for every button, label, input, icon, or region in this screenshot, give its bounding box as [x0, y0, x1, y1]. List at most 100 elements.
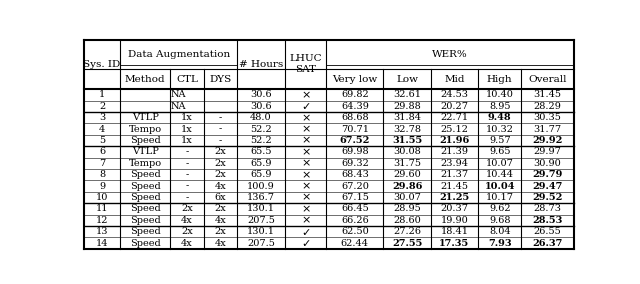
Text: NA: NA [171, 90, 186, 99]
Text: 10.32: 10.32 [486, 125, 514, 133]
Text: -: - [186, 170, 189, 179]
Text: 70.71: 70.71 [341, 125, 369, 133]
Text: 4: 4 [99, 125, 105, 133]
Text: 28.53: 28.53 [532, 216, 563, 225]
Text: $\checkmark$: $\checkmark$ [301, 227, 310, 237]
Text: 136.7: 136.7 [247, 193, 275, 202]
Text: 17.35: 17.35 [439, 239, 470, 248]
Text: 21.39: 21.39 [440, 147, 468, 156]
Text: $\times$: $\times$ [301, 192, 310, 203]
Text: 6x: 6x [214, 193, 227, 202]
Text: Overall: Overall [528, 75, 566, 83]
Text: 9.57: 9.57 [489, 136, 511, 145]
Text: 30.6: 30.6 [250, 90, 271, 99]
Text: Method: Method [125, 75, 166, 83]
Text: 67.15: 67.15 [341, 193, 369, 202]
Text: 2x: 2x [214, 147, 227, 156]
Text: 65.5: 65.5 [250, 147, 271, 156]
Text: 2: 2 [99, 102, 105, 111]
Text: $\times$: $\times$ [301, 90, 310, 100]
Text: Speed: Speed [130, 204, 161, 213]
Text: DYS: DYS [209, 75, 232, 83]
Text: 13: 13 [96, 227, 108, 236]
Text: # Hours: # Hours [239, 60, 283, 69]
Text: 4x: 4x [181, 216, 193, 225]
Text: 66.45: 66.45 [341, 204, 369, 213]
Text: -: - [186, 181, 189, 191]
Text: 52.2: 52.2 [250, 136, 272, 145]
Text: 30.35: 30.35 [534, 113, 561, 122]
Text: 21.96: 21.96 [439, 136, 470, 145]
Text: 29.60: 29.60 [393, 170, 421, 179]
Text: $\times$: $\times$ [301, 204, 310, 214]
Text: 2x: 2x [214, 170, 227, 179]
Text: 11: 11 [96, 204, 108, 213]
Text: 21.37: 21.37 [440, 170, 468, 179]
Text: 48.0: 48.0 [250, 113, 271, 122]
Text: 68.43: 68.43 [341, 170, 369, 179]
Text: 31.84: 31.84 [393, 113, 421, 122]
Text: Speed: Speed [130, 181, 161, 191]
Text: 29.88: 29.88 [393, 102, 421, 111]
Text: 65.9: 65.9 [250, 170, 271, 179]
Text: 69.98: 69.98 [341, 147, 369, 156]
Text: 9: 9 [99, 181, 105, 191]
Text: 30.90: 30.90 [534, 159, 561, 168]
Text: 10.44: 10.44 [486, 170, 514, 179]
Text: 62.44: 62.44 [341, 239, 369, 248]
Text: Speed: Speed [130, 136, 161, 145]
Text: 130.1: 130.1 [247, 204, 275, 213]
Text: Speed: Speed [130, 170, 161, 179]
Text: 30.07: 30.07 [393, 193, 421, 202]
Text: 9.62: 9.62 [489, 204, 511, 213]
Text: 30.08: 30.08 [393, 147, 421, 156]
Text: 29.97: 29.97 [534, 147, 561, 156]
Text: 12: 12 [96, 216, 108, 225]
Text: 1: 1 [99, 90, 105, 99]
Text: Low: Low [396, 75, 418, 83]
Text: 28.95: 28.95 [393, 204, 421, 213]
Text: 8: 8 [99, 170, 105, 179]
Text: 2x: 2x [214, 159, 227, 168]
Text: Speed: Speed [130, 227, 161, 236]
Text: 28.29: 28.29 [534, 102, 561, 111]
Text: 27.26: 27.26 [393, 227, 421, 236]
Text: 1x: 1x [181, 136, 193, 145]
Text: 6: 6 [99, 147, 105, 156]
Text: $\checkmark$: $\checkmark$ [301, 101, 310, 111]
Text: 30.6: 30.6 [250, 102, 271, 111]
Text: 62.50: 62.50 [341, 227, 369, 236]
Text: $\checkmark$: $\checkmark$ [301, 238, 310, 248]
Text: 29.92: 29.92 [532, 136, 563, 145]
Text: 8.04: 8.04 [489, 227, 511, 236]
Text: 28.60: 28.60 [393, 216, 421, 225]
Text: 130.1: 130.1 [247, 227, 275, 236]
Text: 4x: 4x [214, 239, 227, 248]
Text: Tempo: Tempo [129, 159, 162, 168]
Text: $\times$: $\times$ [301, 170, 310, 180]
Text: Sys. ID: Sys. ID [83, 60, 121, 69]
Text: 10.40: 10.40 [486, 90, 514, 99]
Text: -: - [186, 159, 189, 168]
Text: 10.07: 10.07 [486, 159, 514, 168]
Text: 1x: 1x [181, 125, 193, 133]
Text: 28.73: 28.73 [533, 204, 561, 213]
Text: 3: 3 [99, 113, 105, 122]
Text: VTLP: VTLP [132, 147, 159, 156]
Text: 69.82: 69.82 [341, 90, 369, 99]
Text: 24.53: 24.53 [440, 90, 468, 99]
Text: $\times$: $\times$ [301, 147, 310, 157]
Text: -: - [186, 147, 189, 156]
Text: 29.86: 29.86 [392, 181, 422, 191]
Text: 64.39: 64.39 [341, 102, 369, 111]
Text: 26.37: 26.37 [532, 239, 563, 248]
Text: 31.45: 31.45 [533, 90, 561, 99]
Text: $\times$: $\times$ [301, 158, 310, 168]
Text: 20.27: 20.27 [440, 102, 468, 111]
Text: 8.95: 8.95 [489, 102, 511, 111]
Text: -: - [186, 193, 189, 202]
Text: 26.55: 26.55 [534, 227, 561, 236]
Text: 68.68: 68.68 [341, 113, 369, 122]
Text: Very low: Very low [332, 75, 378, 83]
Text: 2x: 2x [181, 204, 193, 213]
